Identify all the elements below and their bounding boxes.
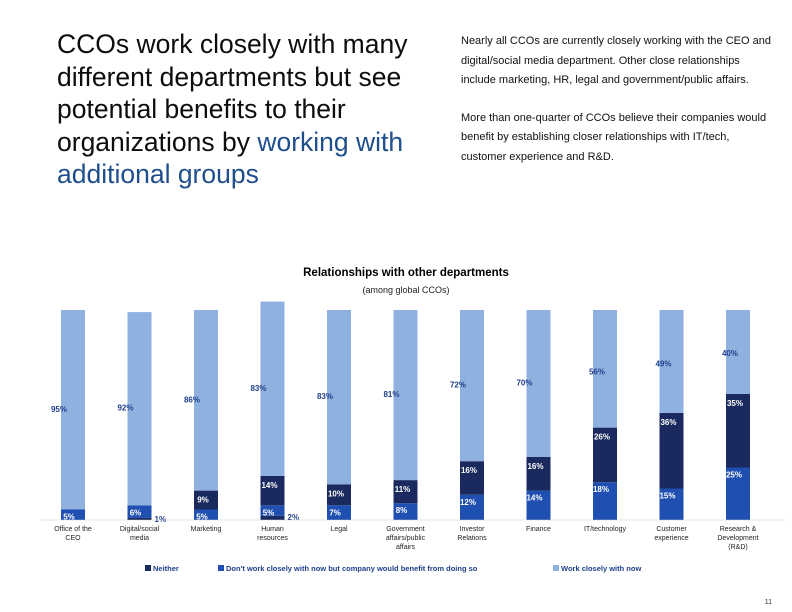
- category-label: Legal: [330, 526, 348, 533]
- data-label: 70%: [516, 379, 532, 388]
- page-number: 11: [765, 599, 772, 606]
- data-label: 14%: [261, 481, 277, 490]
- data-label: 72%: [450, 381, 466, 390]
- legend-swatch: [553, 565, 559, 571]
- legend-label: Work closely with now: [561, 564, 641, 573]
- summary-paragraph-2: More than one-quarter of CCOs believe th…: [461, 109, 771, 168]
- data-label: 35%: [727, 399, 743, 408]
- data-label: 10%: [328, 489, 344, 498]
- data-label: 18%: [593, 485, 609, 494]
- data-label: 56%: [589, 368, 605, 377]
- category-label: Office of the CEO: [54, 526, 92, 542]
- data-label: 7%: [329, 508, 341, 517]
- data-label: 83%: [317, 392, 333, 401]
- data-label: 8%: [396, 506, 408, 515]
- stacked-bar-chart: 5% 95% Office of the CEO 1% 6% 92% Digital/soci…: [0, 300, 792, 590]
- category-label: Customer experience: [654, 526, 688, 542]
- category-label: Human resources: [257, 526, 288, 542]
- data-label: 95%: [51, 405, 67, 414]
- data-label: 14%: [526, 494, 542, 503]
- category-label: Government affairs/public affairs: [386, 526, 426, 551]
- data-label: 1%: [155, 515, 167, 524]
- chart-title: Relationships with other departments: [0, 267, 792, 279]
- summary-text: Nearly all CCOs are currently closely wo…: [461, 32, 771, 185]
- data-label: 11%: [395, 485, 411, 494]
- legend-label: Don't work closely with now but company …: [226, 564, 478, 573]
- data-label: 2%: [288, 513, 300, 522]
- category-label: IT/technology: [584, 526, 627, 533]
- data-label: 5%: [263, 508, 275, 517]
- data-label: 86%: [184, 395, 200, 404]
- legend-label: Neither: [153, 564, 179, 573]
- data-label: 49%: [655, 360, 671, 369]
- data-label: 26%: [594, 433, 610, 442]
- data-label: 81%: [383, 390, 399, 399]
- data-label: 36%: [660, 418, 676, 427]
- data-label: 15%: [659, 492, 675, 501]
- data-label: 16%: [527, 462, 543, 471]
- category-label: Marketing: [191, 526, 222, 533]
- headline: CCOs work closely with many different de…: [57, 28, 437, 191]
- category-label: Finance: [526, 526, 551, 533]
- data-label: 92%: [117, 404, 133, 413]
- legend-swatch: [218, 565, 224, 571]
- data-label: 25%: [726, 471, 742, 480]
- chart-subtitle: (among global CCOs): [0, 285, 792, 295]
- data-label: 16%: [461, 466, 477, 475]
- data-label: 83%: [250, 384, 266, 393]
- data-label: 12%: [460, 498, 476, 507]
- category-label: Digital/social media: [120, 526, 160, 542]
- category-label: Research & Development (R&D): [717, 526, 758, 551]
- data-label: 9%: [197, 496, 209, 505]
- category-label: Investor Relations: [457, 526, 487, 542]
- data-label: 40%: [722, 349, 738, 358]
- summary-paragraph-1: Nearly all CCOs are currently closely wo…: [461, 32, 771, 91]
- data-label: 6%: [130, 508, 142, 517]
- legend-swatch: [145, 565, 151, 571]
- bar-segment: [128, 518, 152, 520]
